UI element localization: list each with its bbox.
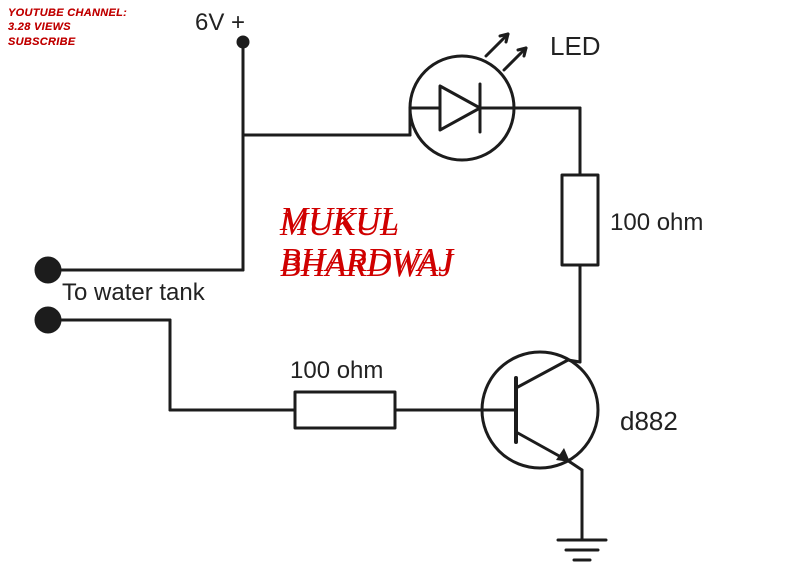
watermark-2: MUKUL BHARDWAJ [280, 200, 453, 282]
corner-line-3b: SUBSCRIBE [8, 35, 127, 49]
corner-meta-2: YOUTUBE CHANNEL: 3.28 VIEWS SUBSCRIBE [8, 6, 127, 49]
watermark-line-2b: BHARDWAJ [280, 241, 453, 282]
supply-label: 6V + [195, 9, 245, 36]
transistor-label: d882 [620, 406, 678, 436]
tank-terminal-2 [36, 308, 60, 332]
corner-line-1b: YOUTUBE CHANNEL: [8, 6, 127, 20]
tank-terminal-1 [36, 258, 60, 282]
watermark-line-1b: MUKUL [280, 200, 453, 241]
r1-label: 100 ohm [610, 209, 703, 236]
tank-label: To water tank [62, 279, 206, 306]
circuit-diagram: 6V + LED 100 ohm 100 ohm d882 To water t… [0, 0, 800, 587]
corner-line-2b: 3.28 VIEWS [8, 20, 127, 34]
led-label: LED [550, 31, 601, 61]
r2-label: 100 ohm [290, 357, 383, 384]
